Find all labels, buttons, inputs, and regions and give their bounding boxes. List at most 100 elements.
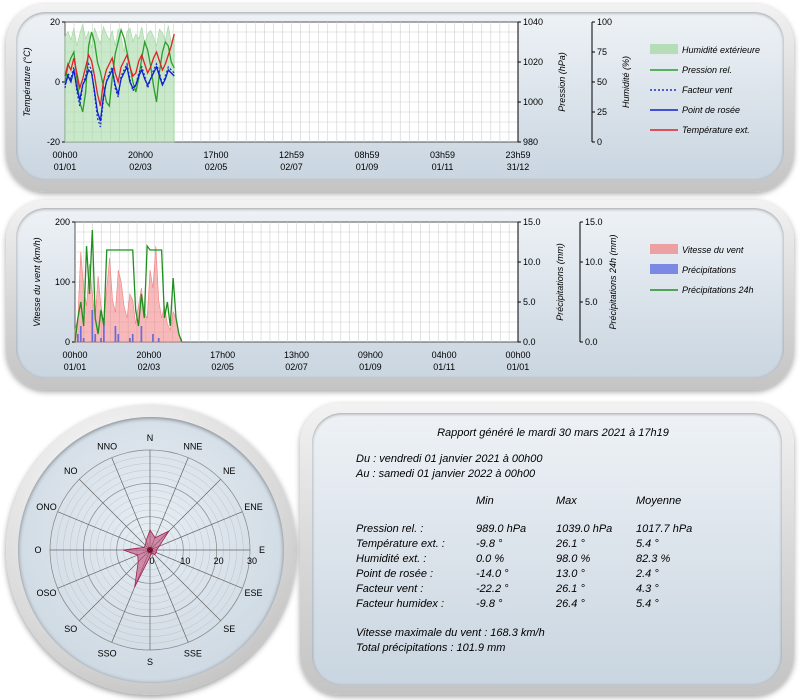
right1-tick-label: 0.0 bbox=[523, 337, 536, 347]
legend-swatch bbox=[650, 264, 678, 274]
right2-axis-title: Précipitations 24h (mm) bbox=[608, 234, 618, 329]
legend-label: Humidité extérieure bbox=[682, 45, 760, 55]
x-tick-time: 03h59 bbox=[430, 150, 455, 160]
rose-spoke bbox=[149, 549, 189, 643]
report-row-label: Facteur vent : bbox=[356, 583, 424, 595]
rose-ring-label: 0 bbox=[149, 556, 154, 566]
series-area bbox=[74, 245, 183, 343]
rose-direction-label: ESE bbox=[244, 588, 262, 598]
series-bar bbox=[140, 326, 143, 342]
report-row-max: 13.0 ° bbox=[556, 568, 585, 580]
legend-label: Température ext. bbox=[682, 125, 750, 135]
series-bar bbox=[100, 338, 102, 342]
rose-center bbox=[147, 547, 153, 553]
right2-tick-label: 75 bbox=[597, 47, 607, 57]
right2-axis-title: Humidité (%) bbox=[621, 56, 631, 108]
x-tick-time: 20h00 bbox=[136, 350, 161, 360]
legend-label: Facteur vent bbox=[682, 85, 733, 95]
series-bar bbox=[157, 338, 160, 342]
rose-direction-label: O bbox=[34, 545, 41, 555]
series-bar bbox=[77, 334, 79, 342]
rose-ring-label: 30 bbox=[247, 556, 257, 566]
x-tick-time: 04h00 bbox=[432, 350, 457, 360]
rose-direction-label: SSE bbox=[184, 648, 202, 658]
right1-tick-label: 980 bbox=[523, 137, 538, 147]
report-row-avg: 5.4 ° bbox=[636, 538, 659, 550]
report-max-wind: Vitesse maximale du vent : 168.3 km/h bbox=[356, 627, 545, 639]
x-tick-time: 17h00 bbox=[203, 150, 228, 160]
report-row-label: Facteur humidex : bbox=[356, 598, 445, 610]
report-row-avg: 5.4 ° bbox=[636, 598, 659, 610]
left-tick-label: 0 bbox=[55, 77, 60, 87]
x-tick-time: 00h00 bbox=[62, 350, 87, 360]
rose-direction-label: SSO bbox=[98, 648, 117, 658]
right2-tick-label: 15.0 bbox=[585, 217, 603, 227]
series-bar bbox=[114, 326, 117, 342]
series-bar bbox=[152, 334, 154, 342]
report-to: Au : samedi 01 janvier 2022 à 00h00 bbox=[356, 468, 536, 480]
legend-swatch bbox=[650, 244, 678, 254]
rose-spoke bbox=[149, 511, 243, 551]
right2-tick-label: 100 bbox=[597, 17, 612, 27]
series-line bbox=[64, 33, 175, 107]
legend-label: Vitesse du vent bbox=[682, 245, 744, 255]
right1-tick-label: 10.0 bbox=[523, 257, 541, 267]
left-axis-title: Vitesse du vent (km/h) bbox=[32, 237, 42, 326]
x-tick-date: 01/09 bbox=[356, 162, 379, 172]
report: Rapport généré le mardi 30 mars 2021 à 1… bbox=[318, 415, 788, 685]
report-header-max: Max bbox=[556, 495, 577, 507]
series-bar bbox=[94, 334, 97, 342]
report-row-max: 26.1 ° bbox=[556, 583, 585, 595]
x-tick-date: 02/03 bbox=[129, 162, 152, 172]
x-tick-date: 02/05 bbox=[211, 362, 234, 372]
series-bar bbox=[117, 334, 120, 342]
report-from: Du : vendredi 01 janvier 2021 à 00h00 bbox=[356, 453, 543, 465]
right2-tick-label: 25 bbox=[597, 107, 607, 117]
x-tick-time: 12h59 bbox=[279, 150, 304, 160]
rose-spoke bbox=[57, 549, 151, 589]
series-bar bbox=[103, 318, 105, 342]
rose-direction-label: SE bbox=[223, 624, 235, 634]
right2-tick-label: 10.0 bbox=[585, 257, 603, 267]
report-panel bbox=[312, 413, 782, 685]
report-row-label: Température ext. : bbox=[356, 538, 445, 550]
x-tick-time: 17h00 bbox=[210, 350, 235, 360]
report-row-label: Point de rosée : bbox=[356, 568, 434, 580]
rose-polygon bbox=[123, 529, 170, 588]
right2-tick-label: 0.0 bbox=[585, 337, 598, 347]
report-row-min: -9.8 ° bbox=[476, 598, 503, 610]
x-tick-date: 02/05 bbox=[205, 162, 228, 172]
x-tick-time: 20h00 bbox=[128, 150, 153, 160]
right1-axis-title: Précipitations (mm) bbox=[555, 243, 565, 321]
x-tick-time: 08h59 bbox=[354, 150, 379, 160]
report-row-avg: 82.3 % bbox=[636, 553, 671, 565]
rose-direction-label: NNO bbox=[97, 442, 117, 452]
x-tick-time: 09h00 bbox=[358, 350, 383, 360]
x-tick-date: 02/03 bbox=[138, 362, 161, 372]
x-tick-date: 01/01 bbox=[507, 362, 530, 372]
report-header-avg: Moyenne bbox=[636, 495, 682, 507]
x-tick-date: 02/07 bbox=[285, 362, 308, 372]
report-generated: Rapport généré le mardi 30 mars 2021 à 1… bbox=[437, 427, 669, 439]
report-row-label: Pression rel. : bbox=[356, 523, 424, 535]
left-tick-label: -20 bbox=[47, 137, 60, 147]
report-header-min: Min bbox=[476, 495, 494, 507]
x-tick-date: 01/11 bbox=[433, 362, 455, 372]
right1-tick-label: 1020 bbox=[523, 57, 543, 67]
left-tick-label: 0 bbox=[65, 337, 70, 347]
x-tick-time: 13h00 bbox=[284, 350, 309, 360]
rose-ring-label: 20 bbox=[214, 556, 224, 566]
rose-direction-label: SO bbox=[64, 624, 77, 634]
report-row-min: 0.0 % bbox=[476, 553, 505, 565]
rose-direction-label: E bbox=[259, 545, 265, 555]
rose-spoke bbox=[149, 457, 189, 551]
report-row-min: 989.0 hPa bbox=[476, 523, 527, 535]
right2-tick-label: 50 bbox=[597, 77, 607, 87]
legend-label: Précipitations bbox=[682, 265, 737, 275]
report-row-max: 98.0 % bbox=[556, 553, 591, 565]
rose-direction-label: NO bbox=[64, 466, 78, 476]
report-row-label: Humidité ext. : bbox=[356, 553, 427, 565]
rose-spoke bbox=[57, 511, 151, 551]
